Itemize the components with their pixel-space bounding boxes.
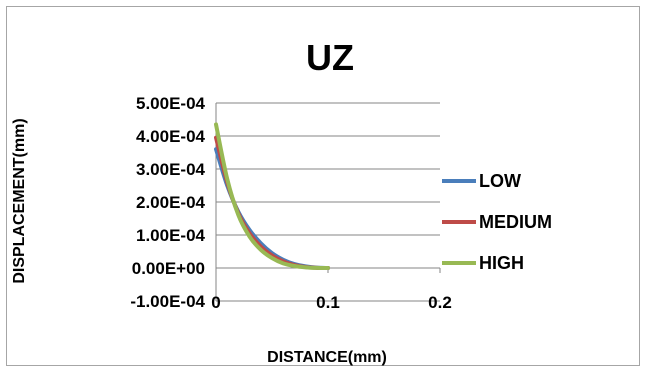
y-tick-label: 1.00E-04 (136, 226, 206, 245)
chart-title: UZ (306, 37, 354, 78)
y-tick-labels: 5.00E-04 4.00E-04 3.00E-04 2.00E-04 1.00E-04… (130, 94, 205, 311)
y-tick-label: -1.00E-04 (130, 292, 205, 311)
x-tick-labels: 0 0.1 0.2 (211, 293, 452, 312)
y-tick-label: 4.00E-04 (136, 127, 206, 146)
y-axis-label: DISPLACEMENT(mm) (11, 118, 28, 283)
x-tick-label: 0.2 (428, 293, 452, 312)
y-tick-label: 5.00E-04 (136, 94, 206, 113)
x-axis-label: DISTANCE(mm) (267, 349, 387, 366)
legend: LOW MEDIUM HIGH (442, 171, 552, 273)
y-tick-label: 2.00E-04 (136, 193, 206, 212)
y-tick-label: 0.00E+00 (132, 259, 205, 278)
y-tick-label: 3.00E-04 (136, 160, 206, 179)
series-line-low (214, 147, 330, 270)
x-tick-label: 0 (211, 293, 220, 312)
legend-label-medium: MEDIUM (479, 212, 552, 232)
chart-frame (6, 6, 640, 366)
series-lines (214, 122, 330, 270)
legend-label-low: LOW (479, 171, 521, 191)
x-tick-label: 0.1 (316, 293, 340, 312)
legend-label-high: HIGH (479, 253, 524, 273)
series-line-high (214, 122, 330, 270)
